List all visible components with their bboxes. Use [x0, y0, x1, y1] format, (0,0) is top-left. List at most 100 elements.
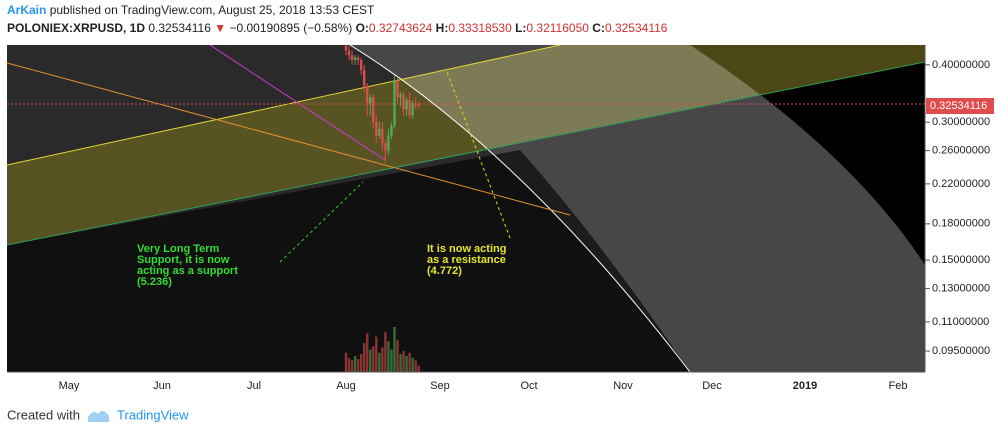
x-tick-label: Oct	[520, 380, 537, 392]
candle-body	[353, 57, 357, 60]
candle-body	[356, 57, 360, 60]
candle-body	[390, 125, 393, 136]
x-tick-label: Jul	[247, 380, 261, 392]
annotation: Support, it is now	[137, 254, 230, 266]
candle-body	[405, 100, 408, 110]
volume-bar	[396, 339, 399, 372]
brand[interactable]: TradingView	[117, 407, 189, 422]
candle-body	[414, 103, 417, 105]
y-tick-label: 0.15000000	[932, 254, 990, 266]
volume-bar	[414, 360, 417, 372]
l-label: L:	[515, 21, 526, 35]
annotation: as a resistance	[427, 254, 506, 266]
o-label: O:	[356, 21, 369, 35]
orange-line	[7, 62, 571, 216]
volume-bar	[408, 352, 411, 372]
yellow-line	[7, 45, 561, 166]
y-tick-label: 0.30000000	[932, 116, 990, 128]
candle-body	[417, 104, 420, 106]
candle-body	[375, 122, 378, 136]
candle-body	[402, 94, 405, 110]
candle-body	[359, 59, 363, 70]
volume-bar	[399, 354, 402, 372]
candle-body	[399, 94, 402, 98]
y-tick-label: 0.26000000	[932, 145, 990, 157]
volume-bar	[384, 332, 387, 372]
candle-body	[408, 100, 411, 116]
x-tick-label: May	[59, 380, 80, 392]
volume-bar	[369, 349, 372, 372]
candle-body	[350, 55, 354, 60]
channel	[7, 45, 925, 245]
volume-bar	[372, 346, 375, 372]
volume-bar	[387, 341, 390, 372]
x-tick-label: 2019	[793, 380, 817, 392]
author[interactable]: ArKain	[7, 3, 46, 17]
green-line	[7, 61, 925, 246]
volume-bar	[366, 333, 369, 372]
arrow: ▼	[214, 21, 226, 35]
x-tick-label: Jun	[153, 380, 171, 392]
l: 0.32116050	[526, 21, 589, 35]
y-tick-label: 0.18000000	[932, 218, 990, 230]
annotation: It is now acting	[427, 243, 506, 255]
volume-bar	[393, 327, 396, 372]
magenta-line	[209, 45, 386, 161]
x-tick-label: Feb	[889, 380, 908, 392]
volume-bar	[375, 336, 378, 372]
created-with: Created with	[7, 407, 80, 422]
volume-bar	[411, 357, 414, 372]
arc	[349, 45, 691, 372]
candle-body	[347, 50, 351, 56]
c-label: C:	[592, 21, 605, 35]
candle-body	[381, 128, 384, 144]
volume-bar	[362, 343, 366, 372]
candle-body	[366, 85, 369, 104]
last-price-box	[926, 97, 994, 114]
h-label: H:	[436, 21, 449, 35]
x-tick-label: Sep	[430, 380, 450, 392]
candle-body	[396, 80, 399, 98]
volume-bar	[378, 352, 381, 372]
volume-bar	[350, 360, 354, 372]
volume-bar	[381, 347, 384, 372]
y-tick-label: 0.40000000	[932, 59, 990, 71]
y-tick-label: 0.09500000	[932, 345, 990, 357]
y-tick-label: 0.22000000	[932, 178, 990, 190]
support-arrow	[279, 181, 364, 263]
volume-bar	[356, 359, 360, 372]
candle-body	[378, 128, 381, 136]
annotation: Very Long Term	[137, 243, 220, 255]
header-line-2: POLONIEX:XRPUSD, 1D 0.32534116 ▼ −0.0019…	[7, 21, 668, 35]
candle-body	[393, 80, 396, 126]
volume-bar	[353, 355, 357, 372]
volume-bar	[402, 350, 405, 372]
published: published on TradingView.com, August 25,…	[50, 3, 375, 17]
x-tick-label: Dec	[702, 380, 722, 392]
volume-bar	[344, 352, 348, 372]
candle-body	[344, 45, 348, 51]
last-price-label: 0.32534116	[930, 100, 987, 112]
x-tick-label: Nov	[613, 380, 633, 392]
volume-bar	[405, 355, 408, 372]
h: 0.33318530	[448, 21, 512, 35]
o: 0.32743624	[369, 21, 433, 35]
last: 0.32534116	[148, 21, 211, 35]
candle-body	[372, 97, 375, 123]
y-tick-label: 0.11000000	[932, 316, 989, 328]
shade	[7, 150, 690, 372]
y-tick-label: 0.13000000	[932, 283, 990, 295]
arc-zone	[350, 45, 925, 372]
candle-body	[384, 143, 387, 151]
x-tick-label: Aug	[336, 380, 356, 392]
annotation: (5.236)	[137, 276, 172, 288]
header-line-1: ArKain published on TradingView.com, Aug…	[7, 3, 375, 17]
symbol: POLONIEX:XRPUSD, 1D	[7, 21, 145, 35]
candle-body	[362, 69, 366, 86]
candle-body	[387, 135, 390, 151]
volume-bar	[417, 365, 420, 372]
logo	[88, 410, 109, 422]
volume-bar	[390, 349, 393, 372]
